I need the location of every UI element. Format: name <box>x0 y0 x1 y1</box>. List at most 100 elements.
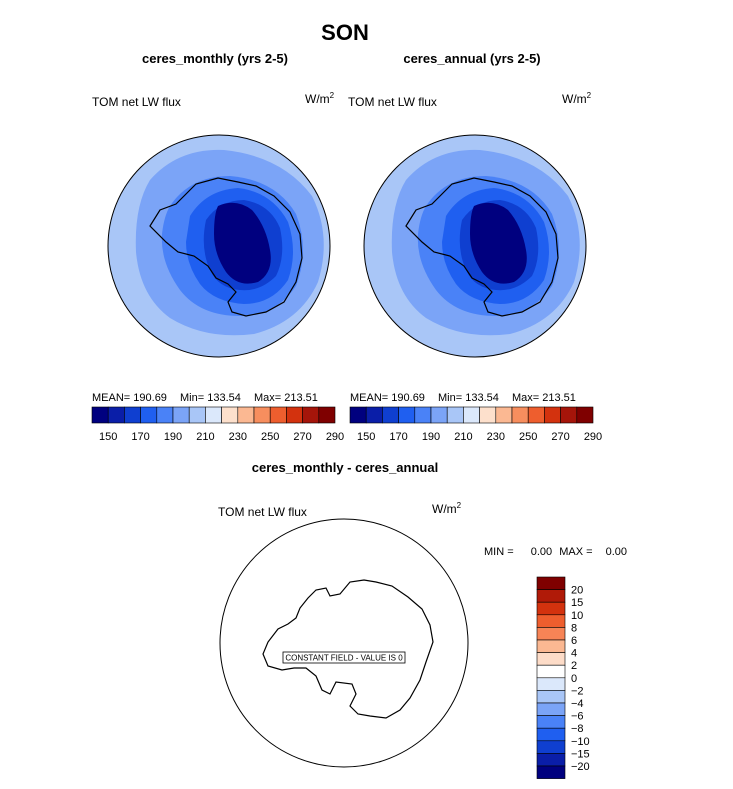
colorbar-tick-label: 290 <box>326 431 344 443</box>
max-value: 213.51 <box>542 392 576 404</box>
colorbar-swatch <box>479 406 497 424</box>
colorbar-swatch <box>446 406 464 424</box>
colorbar-swatch <box>536 576 566 590</box>
colorbar-tick-label: 270 <box>293 431 311 443</box>
colorbar-tick-label: −10 <box>571 736 590 748</box>
units-exponent: 2 <box>330 91 335 100</box>
colorbar-tick-label: −8 <box>571 723 584 735</box>
units-label: W/m2 <box>432 501 462 516</box>
max-label: MAX = <box>559 546 592 558</box>
min-label: Min= <box>438 392 462 404</box>
colorbar-swatch <box>463 406 480 424</box>
polar-map <box>107 134 331 358</box>
colorbar-swatch <box>286 406 303 424</box>
colorbar-swatch <box>221 406 239 424</box>
coastline <box>262 579 434 719</box>
mean-label: MEAN= <box>92 392 130 404</box>
coastline <box>405 177 559 317</box>
colorbar-swatch <box>536 639 566 653</box>
colorbar-tick-label: 4 <box>571 648 577 660</box>
variable-label: TOM net LW flux <box>348 95 437 109</box>
colorbar-swatch <box>536 614 566 628</box>
colorbar-swatch <box>536 589 566 603</box>
stats-line: MEAN= 190.69 Min= 133.54 Max= 213.51 <box>92 392 318 404</box>
colorbar-swatch <box>560 406 578 424</box>
colorbar-swatch <box>536 715 566 729</box>
colorbar-tick-label: 10 <box>571 610 583 622</box>
minmax-line: MIN = 0.00 MAX = 0.00 <box>484 546 627 558</box>
colorbar-swatch <box>536 652 566 666</box>
colorbar-tick-label: 2 <box>571 660 577 672</box>
colorbar-swatch <box>544 406 561 424</box>
colorbar-tick-label: 150 <box>357 431 375 443</box>
colorbar-tick-label: 290 <box>584 431 602 443</box>
colorbar-tick-label: 170 <box>389 431 407 443</box>
colorbar-swatch <box>536 627 566 641</box>
figure-title: SON <box>321 20 369 45</box>
constant-field-note: CONSTANT FIELD - VALUE IS 0 <box>285 654 403 663</box>
units-base: W/m <box>562 92 587 106</box>
panel-monthly: ceres_monthly (yrs 2-5) TOM net LW flux … <box>91 51 344 443</box>
colorbar-tick-label: 190 <box>422 431 440 443</box>
colorbar-swatch <box>527 406 545 424</box>
colorbar-swatch <box>536 740 566 754</box>
units-base: W/m <box>432 502 457 516</box>
colorbar-swatch <box>430 406 448 424</box>
colorbar-swatch <box>237 406 255 424</box>
colorbar-tick-label: 0 <box>571 673 577 685</box>
colorbar-swatch <box>91 406 109 424</box>
mean-label: MEAN= <box>350 392 388 404</box>
colorbar-swatch <box>576 406 594 424</box>
colorbar-swatch <box>349 406 367 424</box>
panel-difference: ceres_monthly - ceres_annual TOM net LW … <box>218 460 627 779</box>
colorbar-tick-label: 230 <box>487 431 505 443</box>
map-border <box>219 518 469 768</box>
colorbar-swatch <box>495 406 513 424</box>
colorbar-tick-label: 210 <box>454 431 472 443</box>
colorbar-tick-label: 230 <box>229 431 247 443</box>
colorbar-tick-label: 170 <box>131 431 149 443</box>
colorbar-tick-label: 15 <box>571 597 583 609</box>
max-label: Max= <box>254 392 281 404</box>
variable-label: TOM net LW flux <box>92 95 181 109</box>
colorbar-swatch <box>414 406 432 424</box>
max-label: Max= <box>512 392 539 404</box>
colorbar-tick-label: 8 <box>571 622 577 634</box>
colorbar-tick-label: 190 <box>164 431 182 443</box>
colorbar-tick-label: −2 <box>571 685 584 697</box>
mean-value: 190.69 <box>133 392 167 404</box>
min-label: MIN = <box>484 546 514 558</box>
polar-map: CONSTANT FIELD - VALUE IS 0 <box>219 518 469 768</box>
colorbar-tick-label: 270 <box>551 431 569 443</box>
colorbar-swatch <box>382 406 399 424</box>
map-border <box>107 134 331 358</box>
colorbar-tick-label: 150 <box>99 431 117 443</box>
colorbar-swatch <box>536 601 566 616</box>
min-value: 0.00 <box>531 546 552 558</box>
map-border <box>363 134 587 358</box>
max-value: 0.00 <box>606 546 627 558</box>
polar-map <box>363 134 587 358</box>
units-label: W/m2 <box>305 91 335 106</box>
colorbar-swatch <box>156 406 174 424</box>
min-label: Min= <box>180 392 204 404</box>
colorbar-swatch <box>536 727 566 742</box>
colorbar-swatch <box>536 765 566 779</box>
units-base: W/m <box>305 92 330 106</box>
colorbar-swatch <box>172 406 190 424</box>
colorbar-swatch <box>188 406 206 424</box>
mean-value: 190.69 <box>391 392 425 404</box>
colorbar-horizontal: 150 170 190 210 230 250 270 290 <box>91 406 344 443</box>
colorbar-swatch <box>536 690 566 704</box>
colorbar-swatch <box>124 406 141 424</box>
colorbar-tick-label: 250 <box>261 431 279 443</box>
colorbar-swatch <box>536 753 566 767</box>
min-value: 133.54 <box>207 392 241 404</box>
coastline <box>149 177 303 317</box>
colorbar-tick-label: 20 <box>571 585 583 597</box>
panel-title: ceres_annual (yrs 2-5) <box>403 51 540 66</box>
colorbar-swatch <box>511 406 529 424</box>
colorbar-swatch <box>205 406 222 424</box>
